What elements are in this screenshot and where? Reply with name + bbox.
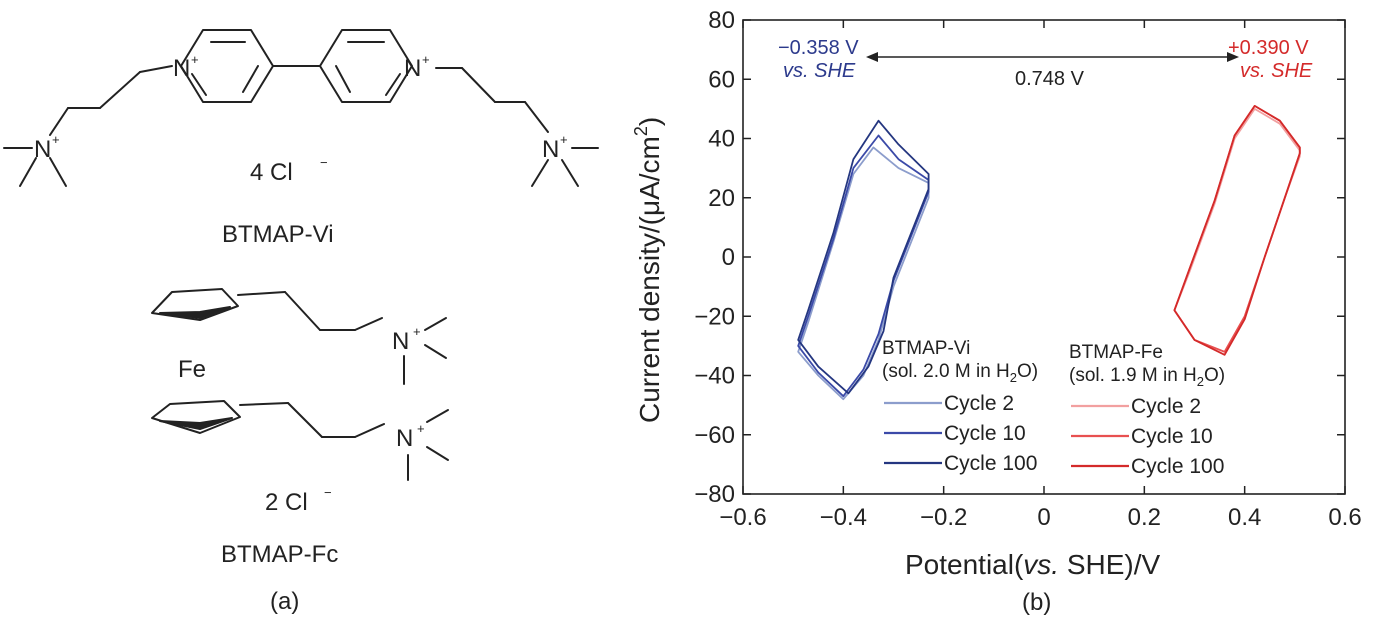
charge-n-fc-bottom: + [417,421,425,436]
series-fe-cycle-10 [1173,105,1301,353]
x-tick-label: 0.6 [1328,504,1361,531]
atom-n-ring-left: N [173,55,190,82]
label-fe-name: BTMAP-Fe [1069,342,1163,363]
atom-n-ammonium-left: N [34,136,51,163]
legend-label: Cycle 10 [944,422,1026,445]
label-vi-solubility: (sol. 2.0 M in H2O) [882,361,1038,385]
btmap-vi-structure [3,29,599,187]
pyridinium-ring-left [180,29,274,103]
gap-arrow [866,52,1239,62]
compound-name-fc: BTMAP-Fc [221,541,338,568]
counterion-vi-charge: − [320,155,328,170]
x-tick-label: 0 [1037,504,1050,531]
y-tick-label: 40 [708,126,735,153]
pyridinium-ring-right [319,29,413,103]
counterion-vi: 4 Cl [250,159,293,186]
panel-a-label: (a) [270,588,299,615]
panel-b-chart: −0.6 −0.4 −0.2 0 0.2 0.4 0.6 80 60 40 20 0 −20 −40 −60… [631,7,1362,616]
legend-label: Cycle 100 [1131,455,1224,478]
annotation-right-potential: +0.390 V [1228,37,1309,59]
y-tick-label: −20 [694,303,735,330]
annotation-right-ref: vs. SHE [1240,60,1313,82]
annotation-left-ref: vs. SHE [783,60,856,82]
y-tick-label: −80 [694,481,735,508]
charge-n-ring-right: + [422,52,430,67]
series-vi-cycle-100 [797,119,930,395]
x-tick-label: −0.4 [820,504,867,531]
atom-n-ring-right: N [404,55,421,82]
legend-label: Cycle 10 [1131,425,1213,448]
charge-n-ring-left: + [191,52,199,67]
x-tick-label: −0.6 [719,504,766,531]
compound-name-vi: BTMAP-Vi [222,221,334,248]
y-tick-label: −40 [694,363,735,390]
y-tick-label: 60 [708,66,735,93]
atom-n-fc-bottom: N [396,425,413,452]
charge-ammonium-left: + [52,132,60,147]
x-tick-label: 0.2 [1128,504,1161,531]
panel-b-label: (b) [1022,589,1051,616]
series-fe-cycle-100 [1173,105,1301,356]
y-tick-label: −60 [694,422,735,449]
counterion-fc-charge: − [324,485,332,500]
legend: Cycle 2 Cycle 10 Cycle 100 Cycle 2 Cycle 10 C… [884,392,1224,478]
iron-atom: Fe [178,356,206,383]
x-tick-label: 0.4 [1228,504,1261,531]
btmap-fc-structure [151,288,449,481]
y-axis-label: Current density/(μA/cm2) [631,117,665,423]
axis-ticks: −0.6 −0.4 −0.2 0 0.2 0.4 0.6 80 60 40 20 0 −20 −40 −60… [694,7,1361,531]
panel-a-structures: N + N + N + N + 4 Cl − BTMAP-Vi [3,29,599,615]
charge-n-fc-top: + [413,324,421,339]
y-tick-label: 0 [722,244,735,271]
y-tick-label: 80 [708,7,735,34]
plot-frame [742,19,1346,495]
charge-ammonium-right: + [560,132,568,147]
legend-label: Cycle 2 [1131,395,1201,418]
atom-n-fc-top: N [392,328,409,355]
x-tick-label: −0.2 [920,504,967,531]
x-axis-label: Potential(vs. SHE)/V [905,549,1161,580]
atom-n-ammonium-right: N [542,136,559,163]
annotation-gap: 0.748 V [1015,68,1085,90]
series-fe-cycle-2 [1173,108,1301,353]
legend-label: Cycle 100 [944,452,1037,475]
annotation-left-potential: −0.358 V [778,37,859,59]
counterion-fc: 2 Cl [265,489,308,516]
cyclopentadienyl-ring-bottom [151,400,241,434]
legend-label: Cycle 2 [944,392,1014,415]
series-layer [797,105,1301,401]
cyclopentadienyl-ring-top [151,288,239,321]
y-tick-label: 20 [708,185,735,212]
label-fe-solubility: (sol. 1.9 M in H2O) [1069,365,1225,389]
label-vi-name: BTMAP-Vi [882,338,970,359]
